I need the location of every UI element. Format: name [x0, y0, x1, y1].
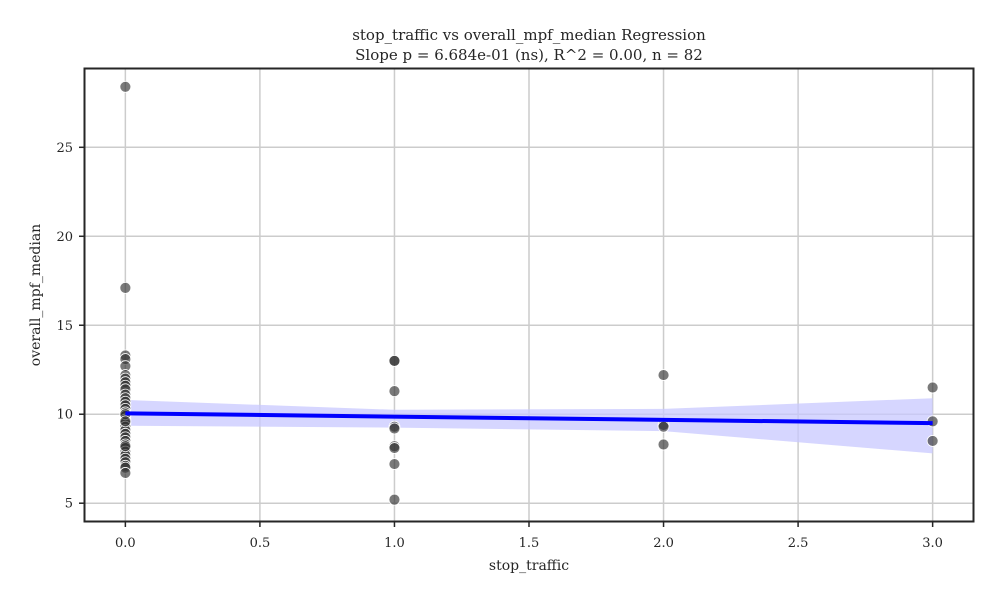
- y-tick-label: 25: [56, 141, 73, 156]
- x-tick-label: 1.0: [384, 536, 405, 551]
- data-point: [388, 442, 401, 454]
- data-point: [119, 281, 132, 294]
- regression-line: [125, 411, 933, 426]
- x-tick-label: 3.0: [922, 536, 943, 551]
- data-point: [926, 381, 939, 394]
- data-point: [388, 354, 401, 367]
- data-point: [657, 438, 670, 451]
- grid-lines: [85, 69, 973, 521]
- y-tick-label: 10: [56, 408, 73, 423]
- data-point: [388, 458, 401, 470]
- data-point: [119, 440, 132, 453]
- x-tick-label: 0.0: [115, 536, 136, 551]
- y-tick-label: 5: [65, 497, 73, 512]
- data-point: [388, 422, 401, 435]
- scatter-points: [119, 80, 939, 506]
- y-axis-label: overall_mpf_median: [28, 224, 44, 366]
- regression-line-layer: [125, 411, 933, 426]
- data-point: [926, 435, 939, 447]
- x-tick-label: 1.5: [519, 536, 540, 551]
- x-tick-label: 0.5: [250, 536, 271, 551]
- data-point: [119, 80, 132, 93]
- x-tick-label: 2.0: [653, 536, 674, 551]
- data-point: [119, 467, 132, 479]
- x-axis-ticks: 0.0 0.5 1.0 1.5 2.0 2.5 3.0: [115, 521, 943, 551]
- y-tick-label: 15: [56, 319, 73, 334]
- data-point: [657, 420, 670, 433]
- data-point: [388, 385, 401, 397]
- x-tick-label: 2.5: [788, 536, 809, 551]
- data-point: [119, 415, 132, 428]
- chart-title: stop_traffic vs overall_mpf_median Regre…: [352, 26, 706, 44]
- data-point: [657, 369, 670, 381]
- x-axis-label: stop_traffic: [489, 558, 569, 574]
- confidence-band-layer: [125, 398, 933, 454]
- y-axis-ticks: 5 10 15 20 25: [56, 141, 85, 512]
- y-tick-label: 20: [56, 230, 73, 245]
- confidence-band: [125, 398, 933, 454]
- data-point: [388, 493, 401, 506]
- chart-subtitle: Slope p = 6.684e-01 (ns), R^2 = 0.00, n …: [355, 46, 703, 64]
